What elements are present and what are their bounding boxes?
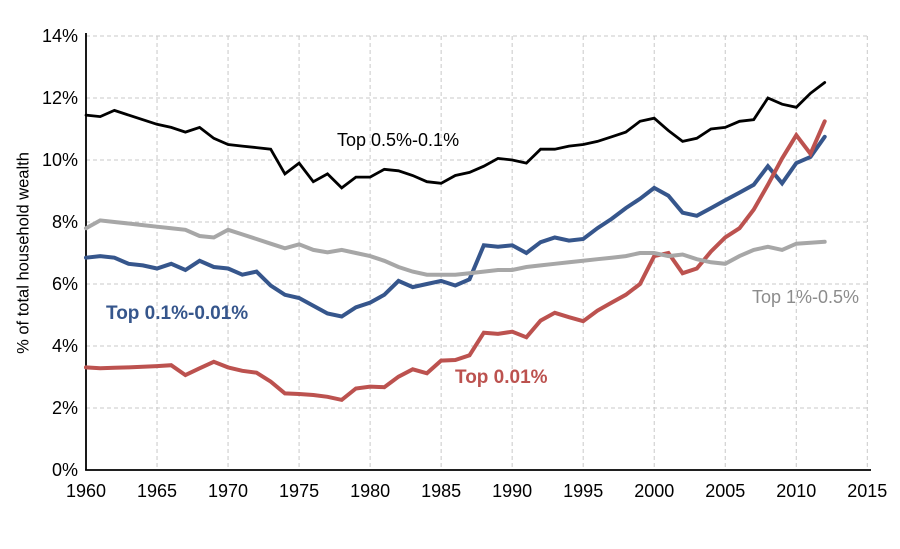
y-tick-label-2%: 2% <box>52 398 78 418</box>
series-line-top-0.5-0.1 <box>84 81 827 190</box>
x-tick-label-1965: 1965 <box>137 481 177 501</box>
y-tick-label-4%: 4% <box>52 336 78 356</box>
series-label-top-0.01: Top 0.01% <box>455 367 548 388</box>
x-tick-label-1990: 1990 <box>492 481 532 501</box>
series-line-top-0.01 <box>84 119 827 403</box>
x-tick-label-1960: 1960 <box>66 481 106 501</box>
series-line-top-1-0.5 <box>84 218 827 277</box>
series-line-top-0.1-0.01 <box>84 134 827 319</box>
x-tick-label-1985: 1985 <box>421 481 461 501</box>
y-tick-label-10%: 10% <box>42 150 78 170</box>
x-tick-label-2000: 2000 <box>634 481 674 501</box>
x-tick-label-1970: 1970 <box>208 481 248 501</box>
y-tick-label-0%: 0% <box>52 460 78 480</box>
y-tick-label-12%: 12% <box>42 88 78 108</box>
series-label-top-0.5-0.1: Top 0.5%-0.1% <box>337 130 460 150</box>
x-tick-label-2010: 2010 <box>776 481 816 501</box>
y-tick-label-14%: 14% <box>42 26 78 46</box>
y-tick-label-6%: 6% <box>52 274 78 294</box>
x-tick-label-2015: 2015 <box>847 481 887 501</box>
x-tick-label-1975: 1975 <box>279 481 319 501</box>
y-tick-label-8%: 8% <box>52 212 78 232</box>
x-tick-label-1980: 1980 <box>350 481 390 501</box>
series-label-top-1-0.5: Top 1%-0.5% <box>752 287 860 307</box>
x-tick-label-1995: 1995 <box>563 481 603 501</box>
y-axis-title: % of total household wealth <box>14 152 33 354</box>
x-tick-label-2005: 2005 <box>705 481 745 501</box>
series-label-top-0.1-0.01: Top 0.1%-0.01% <box>106 303 249 324</box>
